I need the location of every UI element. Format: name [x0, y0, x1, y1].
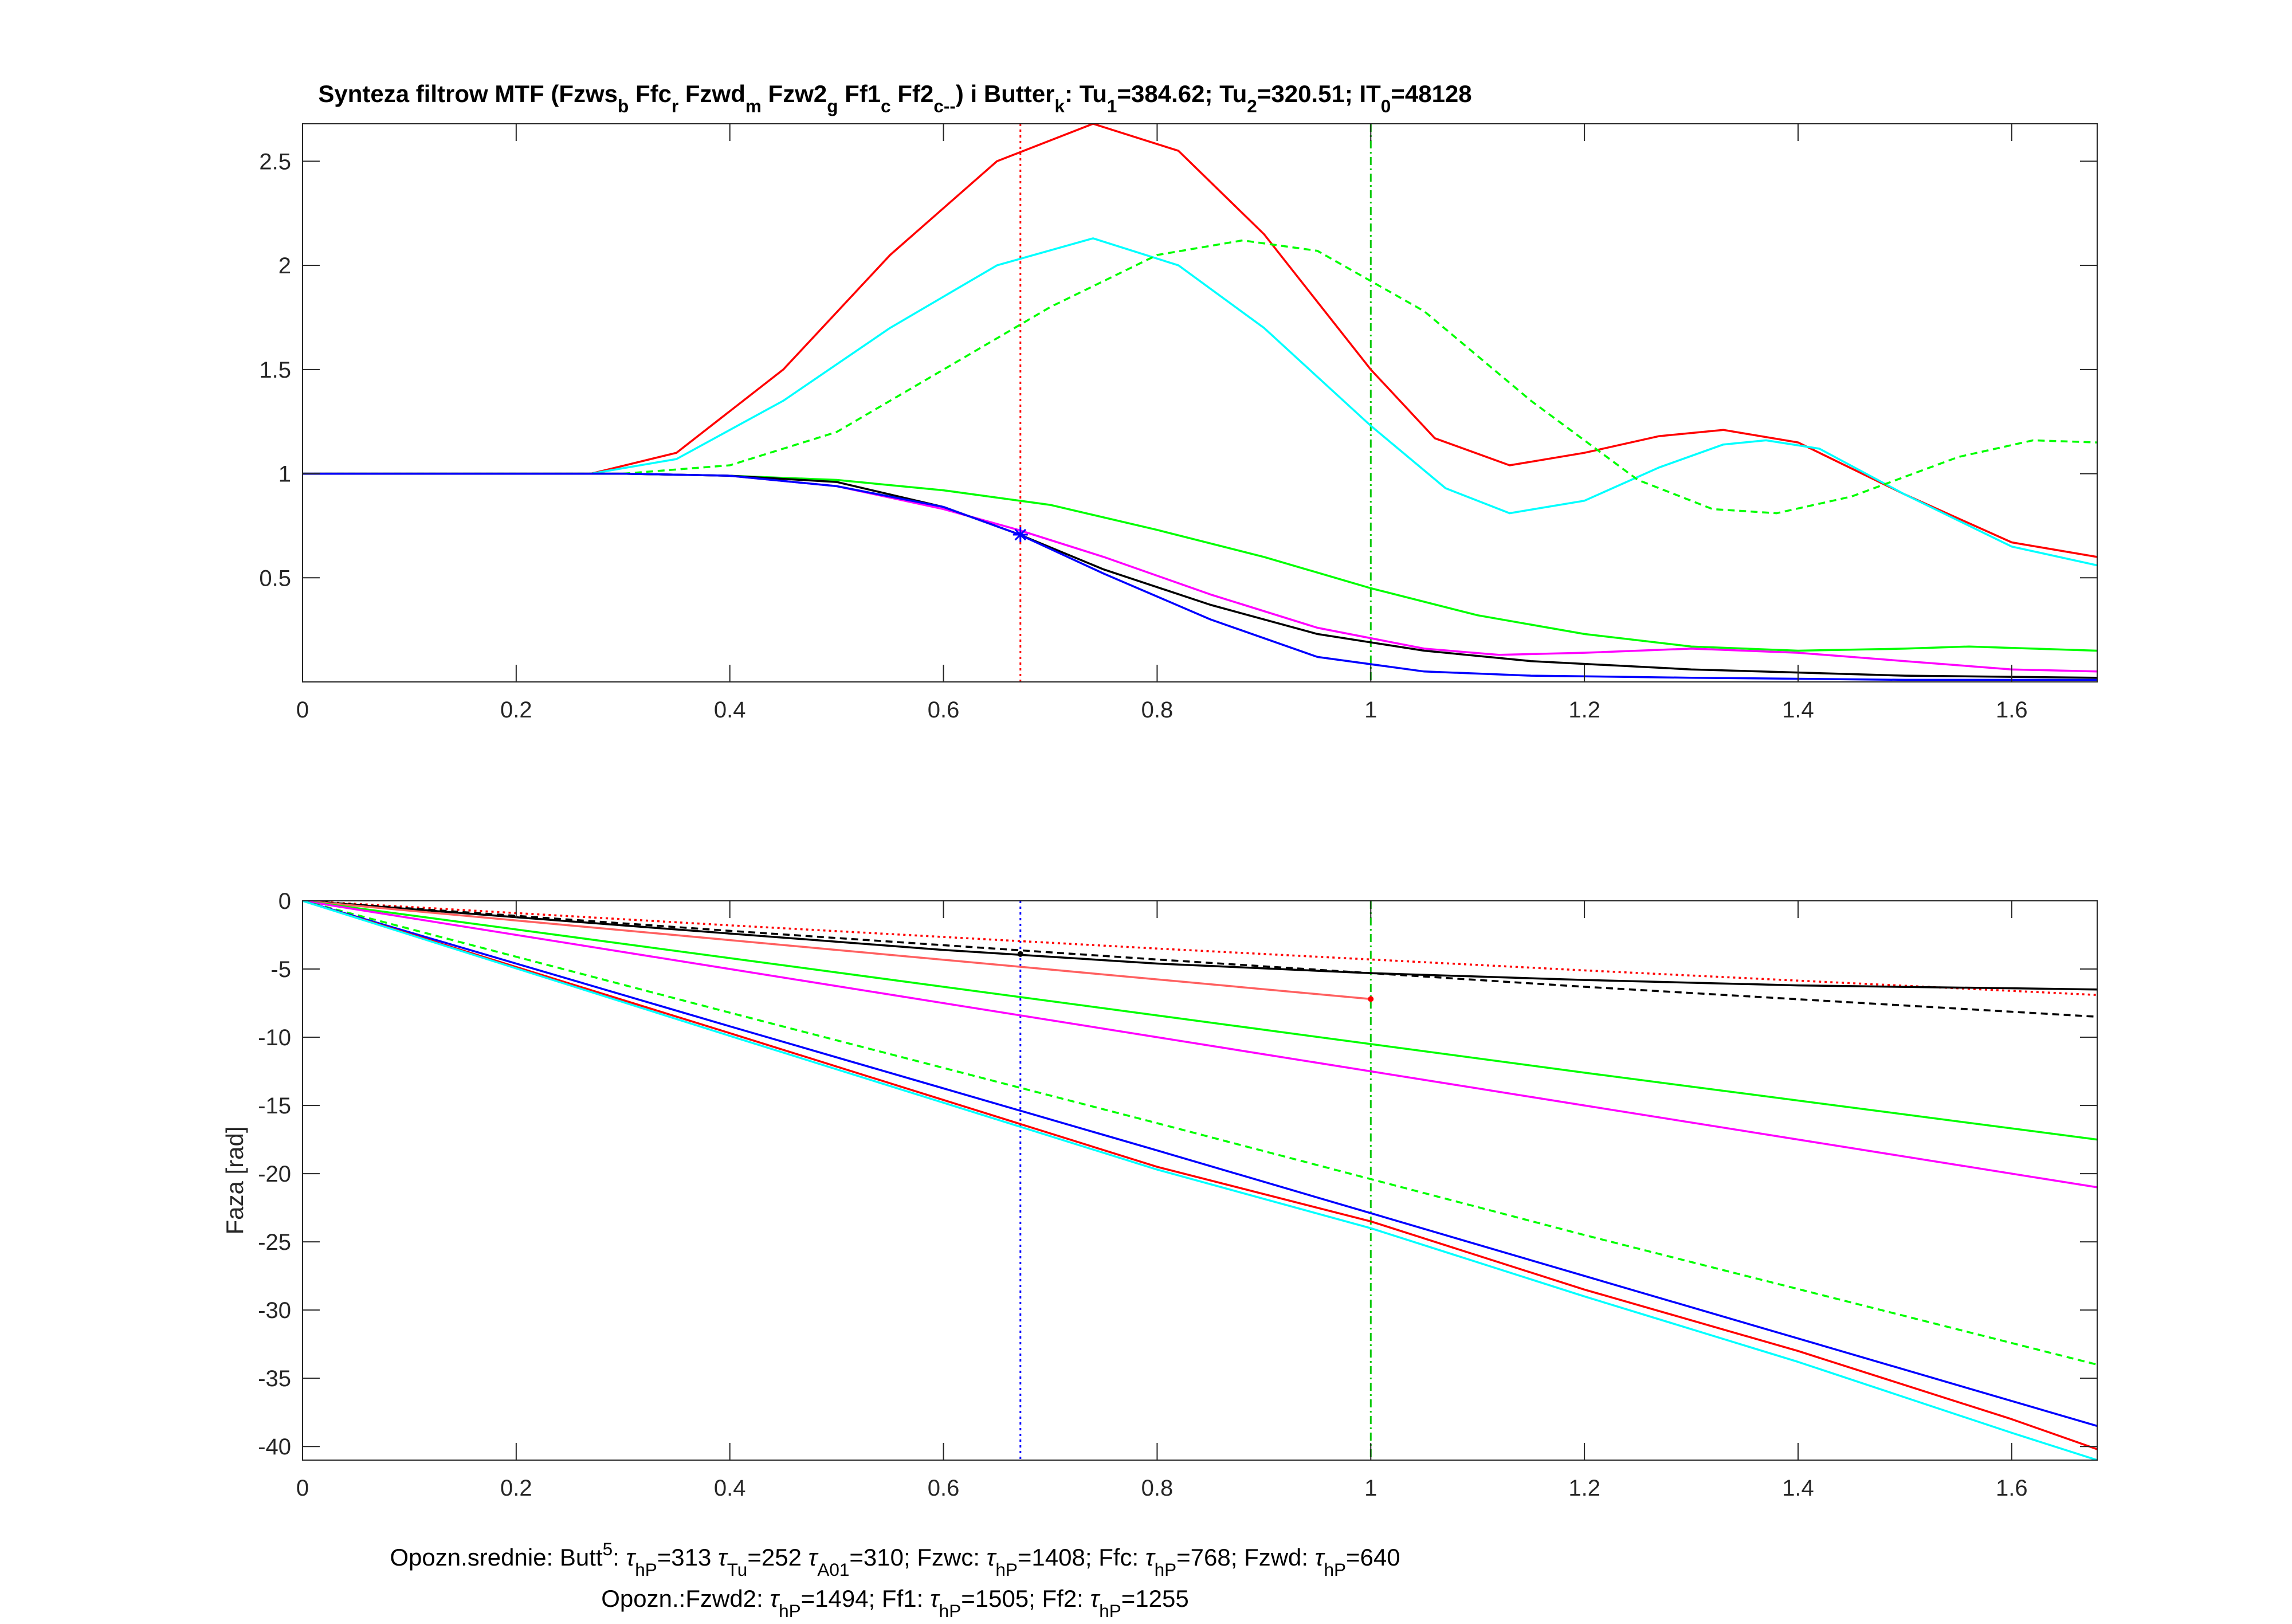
y-tick-label: 0.5 — [259, 566, 291, 591]
x-tick-label: 1.6 — [1996, 697, 2028, 723]
x-tick-label: 0.4 — [714, 697, 746, 723]
series-line-1 — [303, 237, 2097, 567]
x-tick-label: 1.4 — [1782, 1476, 1814, 1501]
series-line-1 — [303, 901, 2097, 1018]
x-tick-label: 0.2 — [500, 1476, 532, 1501]
series-line-5 — [303, 901, 2097, 1188]
x-tick-label: 1.2 — [1568, 697, 1600, 723]
x-tick-label: 1.4 — [1782, 697, 1814, 723]
y-tick-label: 2 — [278, 253, 291, 278]
phase-plot: 0 0.2 0.4 0.6 0.8 1 1.2 1.4 1.6 0 -5 -10 -15 -20 -25 -3… — [221, 889, 2098, 1501]
y-tick-label: -20 — [258, 1162, 291, 1187]
series-line-6 — [303, 472, 2097, 681]
footer-line-1: Opozn.srednie: Butt5: τhP=313 τTu=252 τA… — [390, 1539, 1400, 1580]
y-tick-label: 0 — [278, 889, 291, 914]
x-tick-label: 1.2 — [1568, 1476, 1600, 1501]
x-tick-label: 1 — [1364, 697, 1377, 723]
x-tick-label: 0.2 — [500, 697, 532, 723]
y-tick-label: 2.5 — [259, 149, 291, 174]
y-axis-label: Faza [rad] — [221, 1126, 248, 1234]
axes-box — [302, 900, 2098, 1461]
y-tick-label: -25 — [258, 1230, 291, 1255]
series-line-2 — [303, 901, 2097, 991]
x-tick-label: 0.4 — [714, 1476, 746, 1501]
chart-title: Synteza filtrow MTF (Fzwsb Ffcr Fzwdm Fz… — [318, 80, 1471, 116]
y-tick-label: -5 — [270, 957, 291, 982]
x-tick-label: 0.8 — [1141, 697, 1174, 723]
axes-box — [302, 123, 2098, 682]
x-tick-label: 1.6 — [1996, 1476, 2028, 1501]
series-line-6 — [303, 901, 2097, 1366]
x-tick-label: 0 — [296, 1476, 309, 1501]
y-tick-label: 1.5 — [259, 358, 291, 383]
series-line-0 — [303, 124, 2097, 558]
x-tick-label: 0.6 — [928, 1476, 960, 1501]
y-tick-label: 1 — [278, 462, 291, 487]
x-tick-label: 0.8 — [1141, 1476, 1174, 1501]
series-line-2 — [303, 239, 2097, 515]
series-line-9 — [303, 901, 2097, 1460]
y-tick-label: -30 — [258, 1298, 291, 1323]
plot-area — [303, 124, 2097, 682]
series-line-8 — [303, 901, 2097, 1450]
x-tick-label: 0 — [296, 697, 309, 723]
footer-line-2: Opozn.:Fzwd2: τhP=1494; Ff1: τhP=1505; F… — [601, 1585, 1189, 1621]
magnitude-plot: 0 0.2 0.4 0.6 0.8 1 1.2 1.4 1.6 0.5 1 1.5 2 2.5 — [259, 123, 2098, 723]
series-line-0 — [303, 901, 2097, 997]
y-tick-label: -10 — [258, 1025, 291, 1050]
series-line-3 — [303, 472, 2097, 652]
data-marker-1 — [1368, 996, 1374, 1002]
y-tick-label: -15 — [258, 1093, 291, 1119]
data-marker-0 — [1017, 951, 1023, 957]
plot-lines — [303, 124, 2097, 682]
series-line-7 — [303, 901, 2097, 1427]
series-line-4 — [303, 901, 2097, 1141]
series-line-3 — [303, 901, 1371, 1001]
data-marker-0 — [1012, 527, 1028, 543]
x-tick-label: 0.6 — [928, 697, 960, 723]
x-tick-label: 1 — [1364, 1476, 1377, 1501]
plot-lines — [303, 901, 2097, 1460]
y-tick-label: -40 — [258, 1434, 291, 1460]
y-tick-label: -35 — [258, 1366, 291, 1391]
